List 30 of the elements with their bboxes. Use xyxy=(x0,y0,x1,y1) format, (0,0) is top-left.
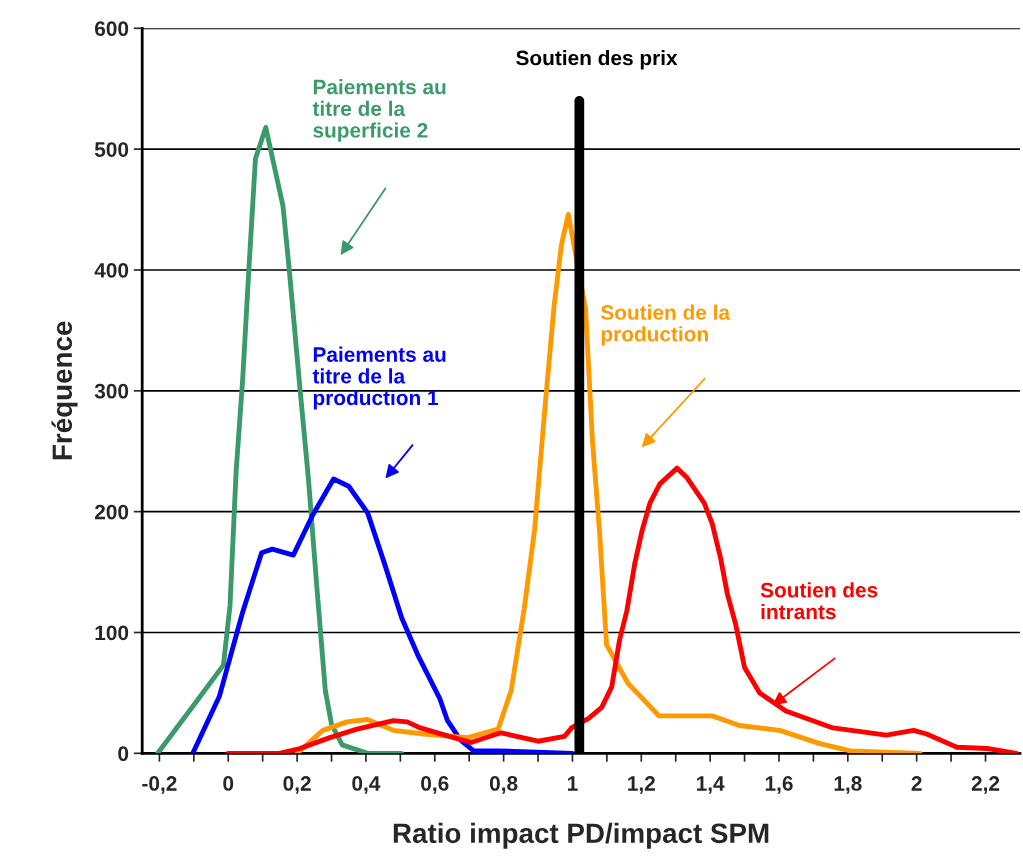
annotation: Paiements au titre de la production 1 xyxy=(312,346,446,410)
x-tick-label: 0 xyxy=(223,776,234,791)
y-tick-label: 0 xyxy=(118,746,129,762)
x-tick-label: 1,8 xyxy=(834,776,862,794)
y-tick-label: 400 xyxy=(94,262,129,278)
x-tick-label: 0,6 xyxy=(421,776,449,794)
y-tick-label: 500 xyxy=(94,142,129,157)
x-tick-label: 0,2 xyxy=(283,776,311,794)
annotation: Soutien des intrants xyxy=(760,582,878,620)
x-tick-label: -0,2 xyxy=(142,776,177,794)
x-tick-label: 0,4 xyxy=(352,776,381,794)
ref-line-label: Soutien des prix xyxy=(516,50,678,70)
x-axis-title: Ratio impact PD/impact SPM xyxy=(393,822,769,849)
x-tick-label: 1 xyxy=(567,776,578,791)
y-tick-label: 100 xyxy=(95,625,129,641)
x-tick-label: 2,2 xyxy=(971,776,1000,794)
y-axis-title: Fréquence xyxy=(51,321,78,460)
y-tick-label: 600 xyxy=(95,21,129,37)
x-tick-label: 1,4 xyxy=(696,776,725,794)
line-series xyxy=(225,465,1019,754)
x-tick-label: 1,6 xyxy=(765,776,793,794)
annotation: Soutien de la production xyxy=(600,304,731,346)
x-tick-label: 0,8 xyxy=(489,776,518,794)
line-series xyxy=(294,211,923,754)
annotation: Paiements au titre de la superficie 2 xyxy=(312,79,446,142)
x-tick-label: 2 xyxy=(911,776,922,791)
line-series xyxy=(190,476,575,754)
x-tick-label: 1,2 xyxy=(628,776,655,794)
y-tick-label: 300 xyxy=(94,383,129,399)
y-tick-label: 200 xyxy=(94,504,129,520)
